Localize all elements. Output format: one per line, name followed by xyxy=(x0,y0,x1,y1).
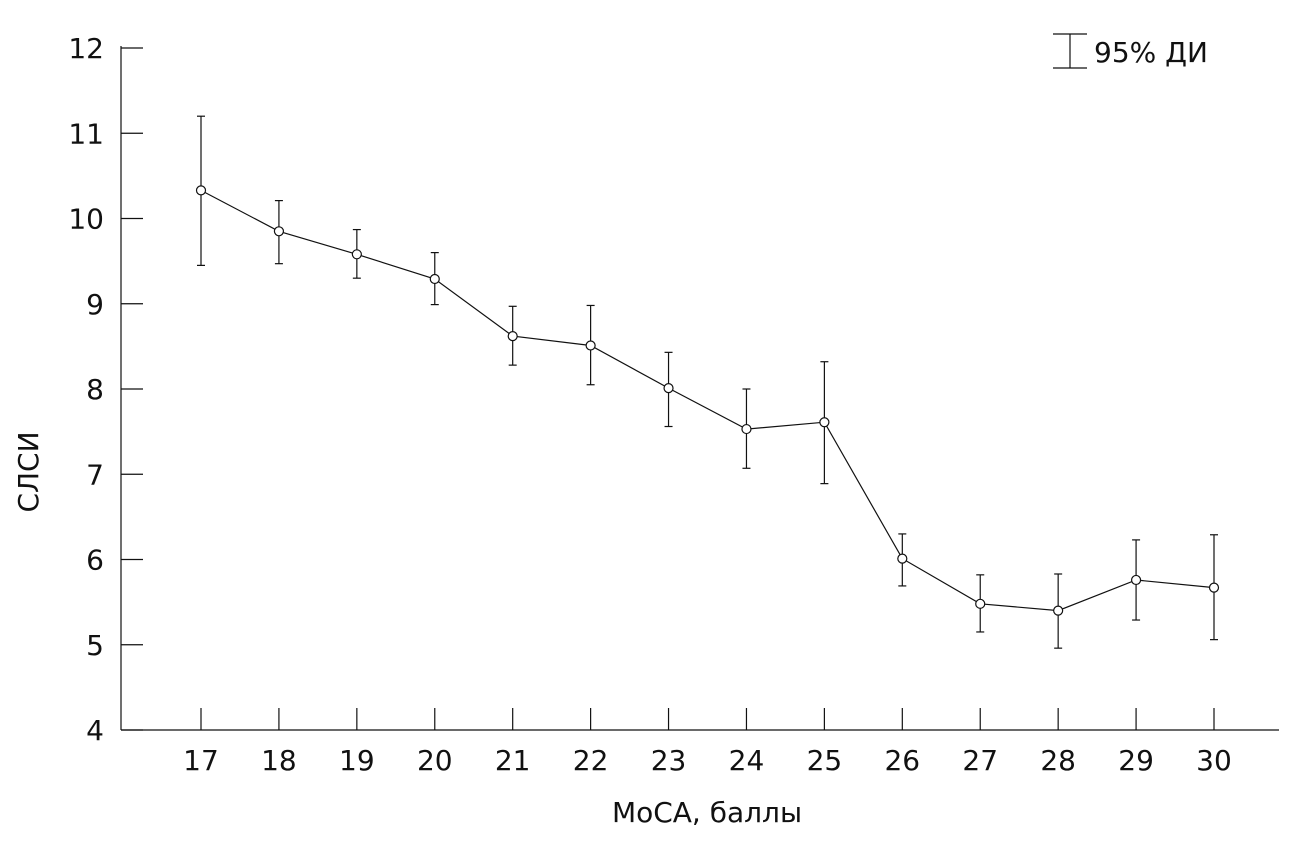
x-tick-label: 29 xyxy=(1118,744,1154,777)
x-tick-label: 19 xyxy=(339,744,375,777)
y-tick-label: 9 xyxy=(86,288,104,321)
x-tick-label: 23 xyxy=(651,744,687,777)
data-point xyxy=(975,598,986,609)
x-tick-label: 24 xyxy=(729,744,765,777)
data-point xyxy=(897,553,908,564)
data-point xyxy=(663,383,674,394)
data-point xyxy=(273,226,285,237)
y-tick-label: 6 xyxy=(86,544,104,577)
y-tick-label: 12 xyxy=(68,32,104,65)
x-tick-label: 26 xyxy=(884,744,920,777)
y-axis-title: СЛСИ xyxy=(12,431,45,512)
x-axis-title: MoCA, баллы xyxy=(612,796,802,829)
data-point xyxy=(195,185,207,196)
data-point xyxy=(507,331,518,342)
y-tick-label: 7 xyxy=(86,458,104,491)
data-point xyxy=(429,273,440,285)
error-bars xyxy=(197,115,1218,649)
x-tick-label: 28 xyxy=(1040,744,1076,777)
x-tick-label: 22 xyxy=(573,744,609,777)
x-tick-label: 27 xyxy=(962,744,998,777)
data-point xyxy=(1208,582,1220,593)
x-tick-label: 21 xyxy=(495,744,531,777)
data-points xyxy=(195,185,1220,616)
y-tick-label: 5 xyxy=(86,629,104,662)
legend-errorbar-icon xyxy=(1053,33,1087,69)
y-tick-label: 10 xyxy=(68,203,104,236)
legend: 95% ДИ xyxy=(1053,33,1208,69)
data-point xyxy=(351,249,362,260)
data-point xyxy=(585,340,596,351)
legend-label: 95% ДИ xyxy=(1094,36,1208,69)
x-tick-label: 17 xyxy=(183,744,219,777)
x-tick-label: 20 xyxy=(417,744,453,777)
data-point xyxy=(741,423,752,435)
x-tick-label: 18 xyxy=(261,744,297,777)
x-ticks: 17 18 19 20 21 22 23 24 25 26 27 28 29 30 xyxy=(183,708,1232,777)
y-ticks: 4 5 6 7 8 9 10 11 12 xyxy=(68,32,143,747)
series-line xyxy=(200,189,1215,612)
data-point xyxy=(819,417,830,428)
y-tick-label: 11 xyxy=(68,117,104,150)
y-tick-label: 4 xyxy=(86,714,104,747)
x-tick-label: 25 xyxy=(807,744,843,777)
x-tick-label: 30 xyxy=(1196,744,1232,777)
data-point xyxy=(1130,574,1142,586)
y-tick-label: 8 xyxy=(86,373,104,406)
axes xyxy=(120,46,1279,731)
data-point xyxy=(1053,605,1064,616)
